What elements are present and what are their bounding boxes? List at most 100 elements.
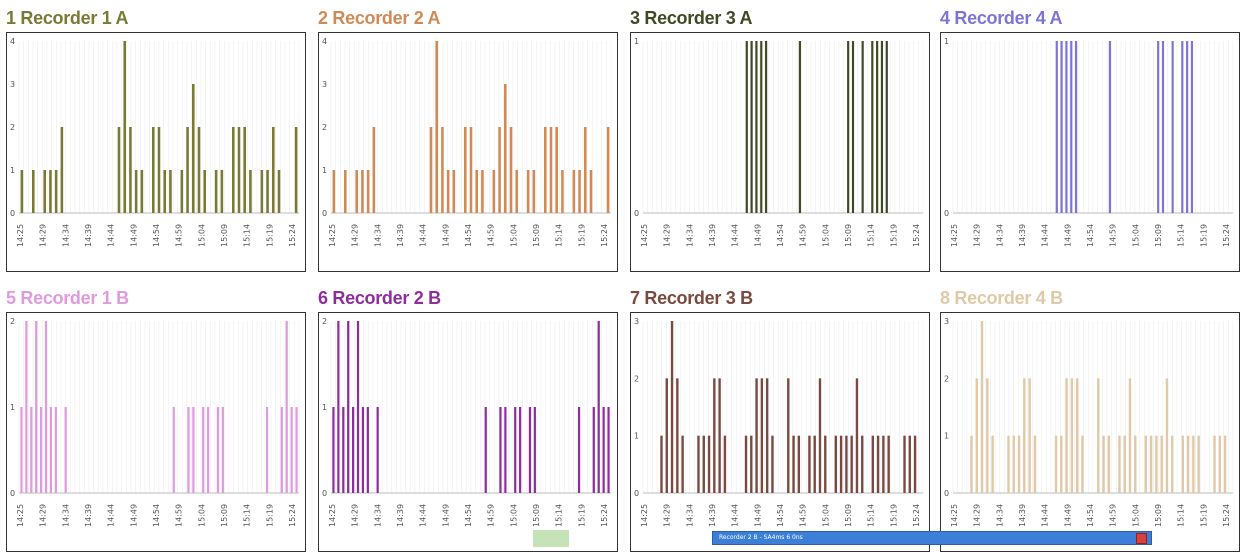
x-tick-label: 14:39 bbox=[708, 504, 717, 527]
bar bbox=[765, 378, 769, 493]
bar bbox=[290, 407, 293, 493]
bar bbox=[824, 435, 827, 493]
x-tick-label: 15:19 bbox=[577, 504, 586, 527]
chart-svg: 0 1 14:25 14:29 14:34 14:39 14:44 14:49 14:54 14:… bbox=[944, 37, 1234, 247]
x-tick-label: 14:44 bbox=[1041, 224, 1050, 247]
bar bbox=[43, 170, 46, 213]
y-tick-label: 3 bbox=[944, 317, 949, 326]
x-tick-label: 15:09 bbox=[220, 504, 229, 527]
bar bbox=[991, 435, 994, 493]
chart-title: 6 Recorder 2 B bbox=[318, 288, 441, 308]
chart-svg: 0 1 2 14:25 14:29 14:34 14:39 14:44 14:49 14:54 14… bbox=[322, 317, 612, 527]
x-tick-label: 15:19 bbox=[577, 224, 586, 247]
bar bbox=[528, 407, 532, 493]
x-tick-label: 15:14 bbox=[555, 224, 564, 247]
bar bbox=[509, 127, 513, 213]
x-tick-label: 14:49 bbox=[129, 224, 138, 247]
window-title: Recorder 2 B - SA4ms 6 0ns bbox=[719, 534, 803, 541]
y-tick-label: 0 bbox=[634, 489, 639, 498]
bar bbox=[532, 170, 536, 213]
bar bbox=[20, 407, 23, 493]
bar bbox=[771, 435, 774, 493]
bar bbox=[792, 435, 795, 493]
y-tick-label: 0 bbox=[322, 209, 327, 218]
bar bbox=[44, 321, 48, 493]
bar bbox=[1070, 41, 1073, 213]
x-tick-label: 15:24 bbox=[912, 504, 921, 527]
x-tick-label: 15:19 bbox=[265, 504, 274, 527]
bar bbox=[32, 170, 35, 213]
x-tick-label: 15:04 bbox=[197, 224, 206, 247]
bar bbox=[876, 435, 880, 493]
bar bbox=[169, 170, 172, 213]
bar bbox=[760, 41, 763, 213]
bar bbox=[845, 435, 848, 493]
bar bbox=[260, 170, 264, 213]
bar bbox=[186, 127, 189, 213]
bar bbox=[1054, 435, 1058, 493]
bar bbox=[207, 407, 210, 493]
bar bbox=[676, 378, 679, 493]
bar bbox=[504, 84, 507, 213]
x-tick-label: 14:59 bbox=[487, 504, 496, 527]
y-tick-label: 1 bbox=[944, 37, 949, 46]
x-tick-label: 14:54 bbox=[776, 224, 785, 247]
x-tick-label: 14:25 bbox=[16, 504, 25, 527]
bar bbox=[1134, 435, 1137, 493]
bar bbox=[880, 41, 884, 213]
x-tick-label: 14:44 bbox=[419, 224, 428, 247]
bar bbox=[481, 170, 484, 213]
bar bbox=[597, 321, 600, 493]
x-tick-label: 14:34 bbox=[995, 224, 1004, 247]
y-tick-label: 2 bbox=[944, 374, 949, 383]
x-tick-label: 15:09 bbox=[1154, 224, 1163, 247]
x-tick-label: 15:19 bbox=[265, 224, 274, 247]
x-tick-label: 14:34 bbox=[685, 504, 694, 527]
x-tick-label: 14:25 bbox=[950, 224, 959, 247]
bar bbox=[1197, 435, 1200, 493]
bar bbox=[561, 170, 564, 213]
bar bbox=[134, 170, 138, 213]
x-tick-label: 15:04 bbox=[1131, 504, 1140, 527]
x-tick-label: 14:54 bbox=[464, 504, 473, 527]
bar bbox=[1055, 41, 1058, 213]
bar bbox=[49, 170, 52, 213]
bar bbox=[285, 321, 288, 493]
x-tick-label: 14:54 bbox=[464, 224, 473, 247]
x-tick-label: 15:24 bbox=[288, 504, 297, 527]
bar bbox=[1033, 435, 1037, 493]
bar bbox=[871, 41, 874, 213]
bar bbox=[1161, 41, 1165, 213]
floating-window-titlebar[interactable]: Recorder 2 B - SA4ms 6 0ns bbox=[712, 531, 1152, 545]
bar bbox=[584, 127, 587, 213]
bar bbox=[718, 378, 721, 493]
x-tick-label: 15:09 bbox=[220, 224, 229, 247]
plot-area: 0 1 2 3 14:25 14:29 14:34 14:39 14:44 14:49 14:54 1… bbox=[630, 312, 930, 552]
bar bbox=[499, 407, 502, 493]
x-tick-label: 14:29 bbox=[663, 504, 672, 527]
bar bbox=[1223, 435, 1227, 493]
bar bbox=[216, 407, 220, 493]
bar bbox=[544, 127, 547, 213]
close-icon[interactable] bbox=[1136, 533, 1147, 544]
bar bbox=[1155, 435, 1158, 493]
bar bbox=[589, 170, 593, 213]
bar bbox=[197, 127, 201, 213]
bar bbox=[221, 407, 224, 493]
bar bbox=[577, 407, 581, 493]
bar bbox=[172, 407, 175, 493]
bar bbox=[1102, 435, 1105, 493]
x-tick-label: 15:24 bbox=[288, 224, 297, 247]
overlay-block bbox=[533, 530, 569, 547]
bar bbox=[765, 41, 768, 213]
x-tick-label: 14:49 bbox=[753, 224, 762, 247]
bar bbox=[602, 407, 605, 493]
bar bbox=[818, 378, 822, 493]
bar bbox=[1075, 41, 1078, 213]
bar bbox=[214, 170, 218, 213]
bar bbox=[876, 41, 879, 213]
chart-svg: 0 1 2 3 4 14:25 14:29 14:34 14:39 14:44 14:49 14:54… bbox=[10, 37, 300, 247]
bar bbox=[464, 127, 467, 213]
bar bbox=[232, 127, 235, 213]
bar bbox=[1097, 378, 1100, 493]
